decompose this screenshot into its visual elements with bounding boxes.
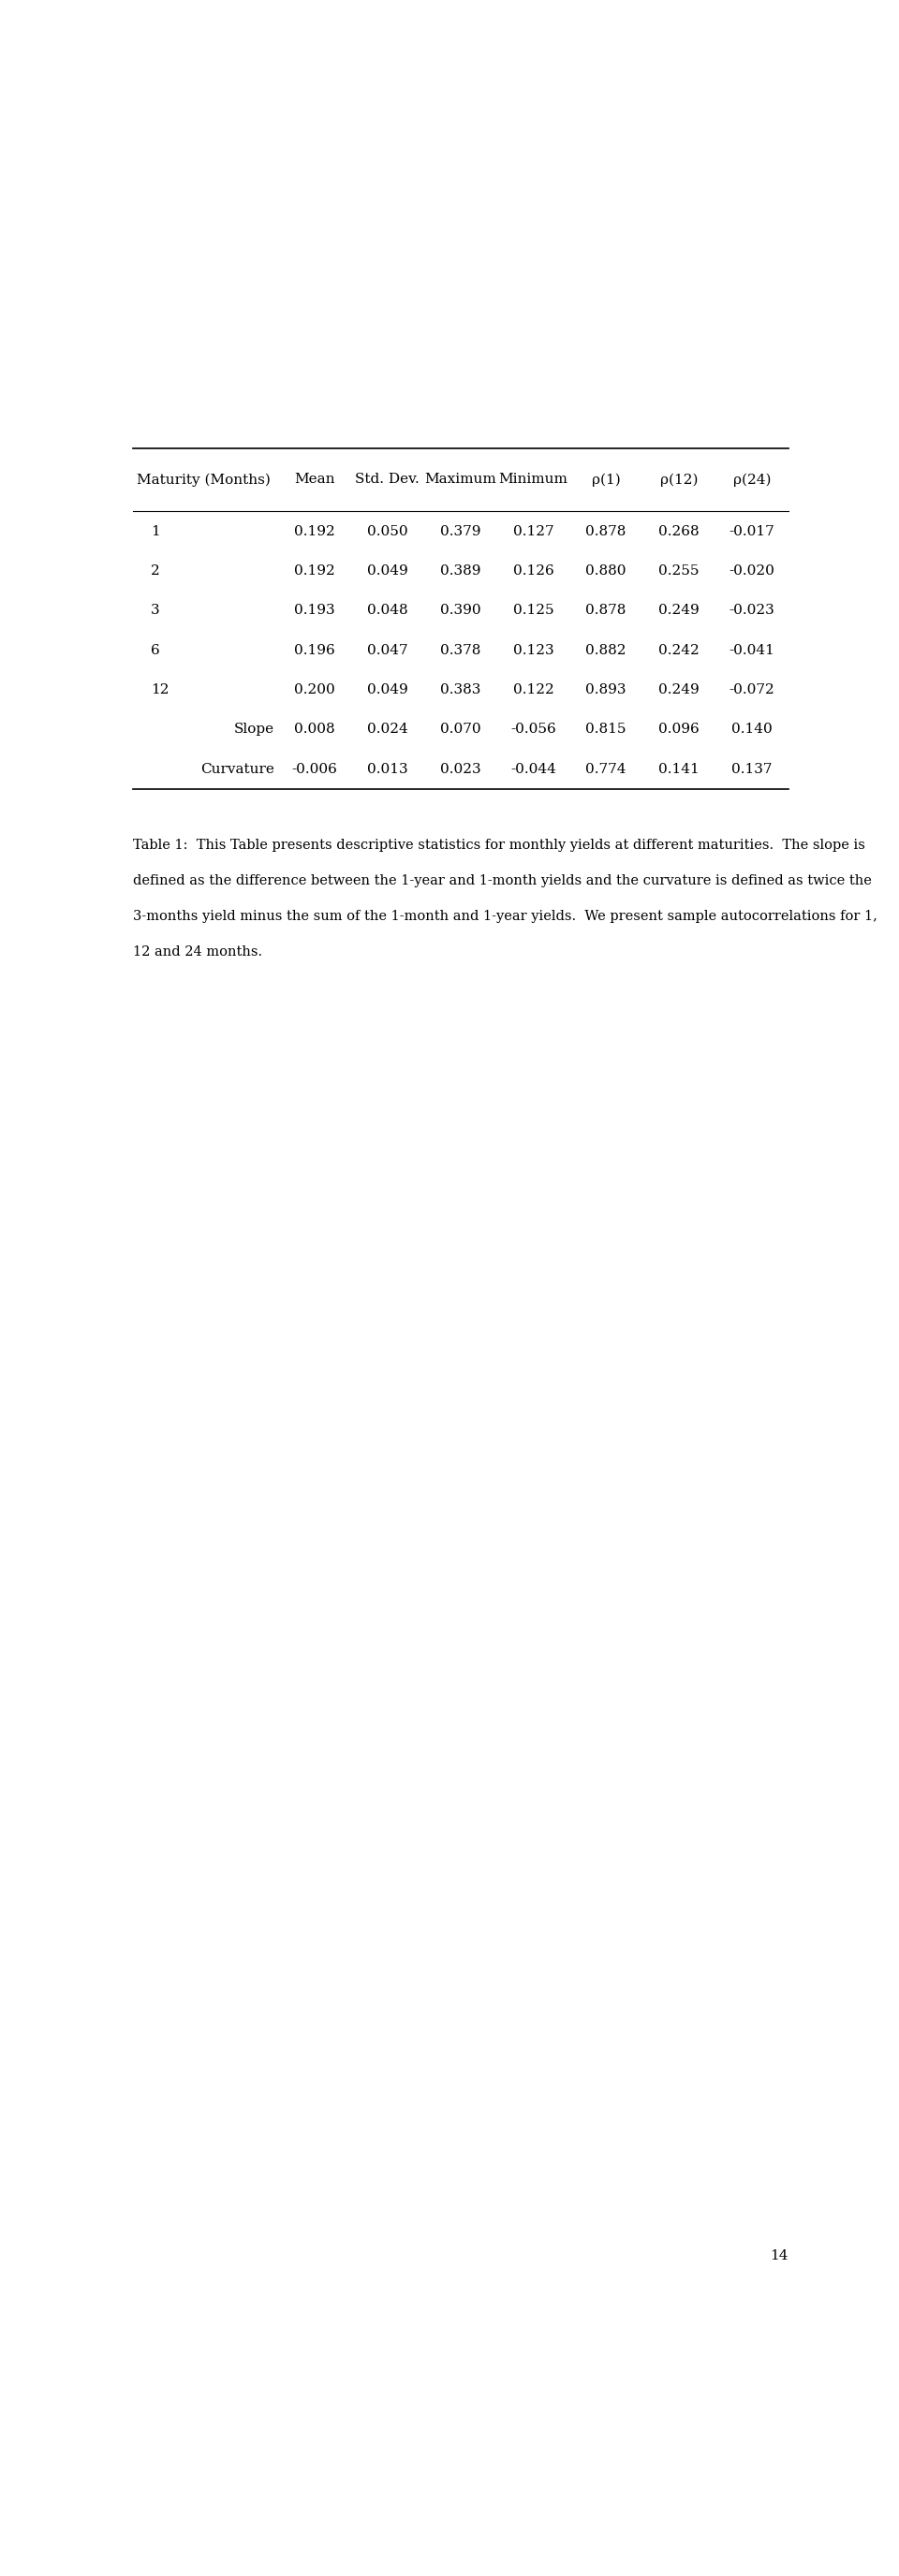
Text: 0.378: 0.378 (440, 644, 481, 657)
Text: 0.193: 0.193 (294, 603, 335, 618)
Text: 0.379: 0.379 (440, 526, 481, 538)
Text: 0.893: 0.893 (585, 683, 627, 696)
Text: Maximum: Maximum (424, 474, 496, 487)
Text: ρ(12): ρ(12) (660, 474, 698, 487)
Text: -0.006: -0.006 (292, 762, 337, 775)
Text: 0.249: 0.249 (658, 603, 699, 618)
Text: 0.249: 0.249 (658, 683, 699, 696)
Text: 0.774: 0.774 (585, 762, 627, 775)
Text: 0.880: 0.880 (585, 564, 627, 577)
Text: 0.047: 0.047 (367, 644, 408, 657)
Text: 0.815: 0.815 (585, 724, 627, 737)
Text: 0.049: 0.049 (367, 564, 408, 577)
Text: 0.122: 0.122 (512, 683, 554, 696)
Text: 12: 12 (151, 683, 169, 696)
Text: Table 1:  This Table presents descriptive statistics for monthly yields at diffe: Table 1: This Table presents descriptive… (133, 840, 866, 853)
Text: 0.125: 0.125 (512, 603, 554, 618)
Text: 0.141: 0.141 (658, 762, 699, 775)
Text: 0.123: 0.123 (512, 644, 554, 657)
Text: 0.126: 0.126 (512, 564, 554, 577)
Text: -0.056: -0.056 (511, 724, 556, 737)
Text: Slope: Slope (235, 724, 275, 737)
Text: Mean: Mean (294, 474, 335, 487)
Text: -0.044: -0.044 (511, 762, 556, 775)
Text: 3-months yield minus the sum of the 1-month and 1-year yields.  We present sampl: 3-months yield minus the sum of the 1-mo… (133, 909, 877, 922)
Text: Curvature: Curvature (200, 762, 275, 775)
Text: 0.070: 0.070 (440, 724, 481, 737)
Text: -0.020: -0.020 (729, 564, 775, 577)
Text: 12 and 24 months.: 12 and 24 months. (133, 945, 263, 958)
Text: Minimum: Minimum (499, 474, 568, 487)
Text: 0.196: 0.196 (294, 644, 335, 657)
Text: 0.242: 0.242 (658, 644, 699, 657)
Text: 0.255: 0.255 (659, 564, 699, 577)
Text: 0.882: 0.882 (585, 644, 627, 657)
Text: 0.200: 0.200 (294, 683, 335, 696)
Text: 0.389: 0.389 (440, 564, 481, 577)
Text: 0.192: 0.192 (294, 526, 335, 538)
Text: ρ(1): ρ(1) (592, 474, 620, 487)
Text: -0.041: -0.041 (729, 644, 775, 657)
Text: 0.383: 0.383 (440, 683, 481, 696)
Text: 6: 6 (151, 644, 160, 657)
Text: -0.072: -0.072 (729, 683, 775, 696)
Text: 0.390: 0.390 (440, 603, 481, 618)
Text: 0.137: 0.137 (732, 762, 772, 775)
Text: 3: 3 (151, 603, 160, 618)
Text: 2: 2 (151, 564, 160, 577)
Text: Std. Dev.: Std. Dev. (355, 474, 420, 487)
Text: 0.268: 0.268 (658, 526, 699, 538)
Text: 0.008: 0.008 (294, 724, 335, 737)
Text: 0.024: 0.024 (367, 724, 408, 737)
Text: -0.017: -0.017 (729, 526, 775, 538)
Text: ρ(24): ρ(24) (733, 474, 770, 487)
Text: 0.878: 0.878 (586, 526, 627, 538)
Text: 0.127: 0.127 (512, 526, 554, 538)
Text: 0.878: 0.878 (586, 603, 627, 618)
Text: 0.140: 0.140 (731, 724, 772, 737)
Text: 0.048: 0.048 (367, 603, 408, 618)
Text: 14: 14 (770, 2249, 788, 2262)
Text: 0.023: 0.023 (440, 762, 481, 775)
Text: -0.023: -0.023 (729, 603, 775, 618)
Text: 1: 1 (151, 526, 160, 538)
Text: 0.050: 0.050 (367, 526, 408, 538)
Text: Maturity (Months): Maturity (Months) (137, 474, 271, 487)
Text: 0.049: 0.049 (367, 683, 408, 696)
Text: defined as the difference between the 1-year and 1-month yields and the curvatur: defined as the difference between the 1-… (133, 873, 872, 889)
Text: 0.096: 0.096 (658, 724, 699, 737)
Text: 0.192: 0.192 (294, 564, 335, 577)
Text: 0.013: 0.013 (367, 762, 408, 775)
